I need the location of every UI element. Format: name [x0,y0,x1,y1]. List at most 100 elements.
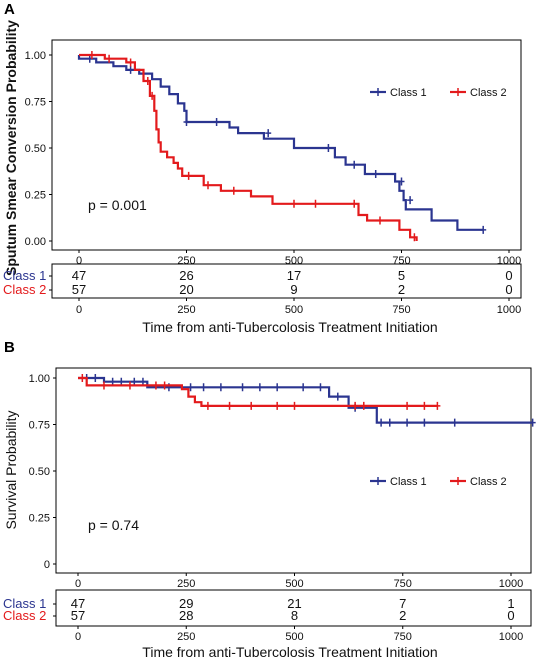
censor-mark-class-2 [205,181,211,190]
y-tick-label: 0.50 [25,143,46,155]
y-tick-label: 1.00 [25,50,46,62]
censor-mark-class-1 [127,65,134,74]
y-axis-label: Sputum Smear Conversion Probability [3,20,19,276]
p-value-annotation: p = 0.001 [88,197,147,213]
censor-mark-class-2 [152,381,159,390]
risk-value: 28 [179,608,193,623]
risk-value: 57 [71,608,85,623]
risk-value: 9 [290,282,297,297]
risk-value: 0 [505,268,512,283]
risk-value: 21 [287,596,301,611]
risk-value: 47 [72,268,86,283]
censor-mark-class-2 [226,401,233,410]
risk-value: 2 [399,608,406,623]
x-tick-label: 1000 [497,255,521,267]
legend-label: Class 1 [390,87,427,99]
censor-mark-class-2 [204,401,211,410]
censor-mark-class-1 [480,225,487,234]
risk-x-tick-label: 0 [76,304,82,316]
risk-x-tick-label: 750 [392,304,410,316]
x-tick-label: 500 [285,578,303,590]
censor-mark-class-2 [144,77,151,86]
risk-value: 0 [505,282,512,297]
censor-mark-class-1 [217,383,224,392]
censor-mark-class-2 [352,401,359,410]
censor-mark-class-1 [404,418,411,427]
risk-x-tick-label: 250 [177,631,195,643]
censor-mark-class-1 [421,418,428,427]
censor-mark-class-1 [378,418,385,427]
y-tick-label: 0 [44,559,50,571]
censor-mark-class-1 [274,383,281,392]
y-tick-label: 0.75 [29,420,50,432]
censor-mark-class-2 [274,401,281,410]
risk-value: 2 [398,282,405,297]
risk-x-tick-label: 500 [285,304,303,316]
censor-mark-class-1 [386,418,393,427]
x-tick-label: 250 [177,578,195,590]
panel-a: A0.000.250.500.751.000 250 500 750 1000Sputu… [3,1,522,335]
censor-mark-class-1 [200,383,207,392]
risk-value: 47 [71,596,85,611]
risk-row-label: Class 2 [3,282,46,297]
censor-mark-class-2 [291,401,298,410]
x-axis-label: Time from anti-Tubercolosis Treatment In… [142,644,437,660]
censor-mark-class-2 [126,381,133,390]
risk-value: 0 [507,608,514,623]
p-value-annotation: p = 0.74 [88,517,139,533]
censor-mark-class-2 [377,216,383,225]
legend-label: Class 2 [470,476,507,488]
censor-mark-class-1 [529,418,536,427]
risk-table-frame [51,263,522,299]
censor-mark-class-2 [127,58,134,67]
censor-mark-class-2 [185,171,192,180]
censor-mark-class-2 [404,401,411,410]
censor-mark-class-2 [88,51,95,59]
risk-value: 17 [287,268,301,283]
censor-mark-class-2 [411,233,418,242]
x-tick-label: 0 [76,255,82,267]
x-tick-label: 500 [285,255,303,267]
censor-mark-class-2 [79,374,86,382]
risk-value: 8 [291,608,298,623]
legend-label: Class 1 [390,476,427,488]
risk-value: 1 [507,596,514,611]
censor-mark-class-2 [312,199,319,208]
risk-row-label: Class 2 [3,608,46,623]
x-tick-label: 250 [177,255,195,267]
series-line-class-1 [78,376,533,424]
censor-mark-class-1 [317,383,324,392]
risk-value: 20 [179,282,193,297]
risk-x-tick-label: 1000 [499,631,523,643]
risk-x-tick-label: 1000 [497,304,521,316]
censor-mark-class-2 [351,199,358,208]
censor-mark-class-1 [407,196,414,205]
censor-mark-class-2 [161,381,168,390]
censor-mark-class-1 [398,177,405,186]
censor-mark-class-1 [325,144,332,152]
censor-mark-class-2 [100,381,107,390]
risk-value: 57 [72,282,86,297]
x-tick-label: 750 [392,255,410,267]
censor-mark-class-1 [239,383,246,392]
censor-mark-class-1 [213,117,220,126]
censor-mark-class-2 [421,401,428,410]
y-tick-label: 0.00 [25,236,46,248]
risk-row-label: Class 1 [3,596,46,611]
y-tick-label: 0.25 [29,513,50,525]
series-line-class-2 [79,53,418,241]
x-tick-label: 750 [394,578,412,590]
risk-x-tick-label: 500 [285,631,303,643]
y-tick-label: 0.75 [25,97,46,109]
censor-mark-class-2 [360,401,367,410]
y-tick-label: 1.00 [29,373,50,385]
risk-table-frame [55,589,532,627]
risk-x-tick-label: 0 [75,631,81,643]
x-tick-label: 0 [75,578,81,590]
series-line-class-2 [78,376,438,407]
risk-value: 7 [399,596,406,611]
x-axis-label: Time from anti-Tubercolosis Treatment In… [142,319,437,335]
risk-value: 29 [179,596,193,611]
